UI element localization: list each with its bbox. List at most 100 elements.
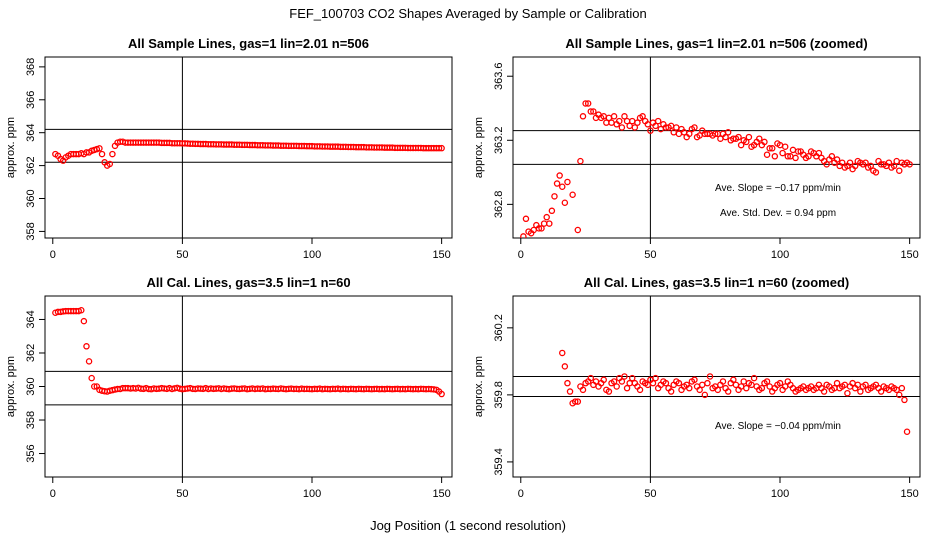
data-point (649, 379, 657, 387)
data-point (844, 389, 851, 397)
data-point (652, 122, 659, 130)
data-point (711, 130, 719, 138)
data-point (610, 378, 618, 385)
x-tick-label: 150 (432, 488, 450, 500)
x-tick-label: 100 (771, 249, 789, 261)
data-points (52, 138, 445, 169)
data-point (621, 373, 628, 380)
data-point (763, 151, 771, 158)
data-point (569, 191, 576, 199)
data-point (766, 145, 773, 152)
data-point (610, 113, 618, 120)
data-point (652, 374, 659, 382)
data-point (623, 384, 631, 392)
data-point (862, 381, 869, 389)
annotation-text: Ave. Slope = −0.04 ppm/min (715, 421, 841, 432)
data-point (616, 117, 623, 125)
data-point (867, 162, 874, 170)
data-point (906, 161, 913, 168)
data-point (587, 374, 595, 382)
x-tick-label: 0 (518, 488, 524, 500)
data-point (106, 160, 114, 168)
data-point (737, 141, 745, 149)
panel-title: All Sample Lines, gas=1 lin=2.01 n=506 (… (565, 36, 867, 51)
data-point (815, 149, 823, 157)
data-point (696, 386, 703, 394)
data-point (776, 379, 784, 387)
plot-frame (512, 295, 921, 478)
chart-panel-1: All Sample Lines, gas=1 lin=2.01 n=506 0 5… (5, 36, 453, 261)
y-tick-label: 363.6 (493, 62, 505, 90)
data-point (621, 113, 628, 120)
data-point (647, 127, 654, 134)
data-point (430, 386, 438, 393)
x-tick-label: 150 (900, 488, 918, 500)
data-point (686, 384, 693, 392)
data-point (561, 363, 569, 370)
y-axis-label: approx. ppm (473, 356, 485, 417)
data-point (724, 129, 732, 136)
data-point (590, 108, 597, 115)
data-point (543, 213, 550, 221)
x-tick-label: 100 (303, 488, 321, 500)
data-point (862, 159, 869, 166)
data-point (857, 388, 864, 395)
y-tick-label: 360 (25, 189, 37, 207)
data-point (706, 373, 714, 380)
data-point (551, 193, 558, 200)
data-point (735, 133, 742, 141)
data-point (631, 124, 639, 131)
data-point (781, 143, 789, 150)
data-point (885, 159, 893, 166)
data-point (667, 388, 675, 395)
data-point (724, 388, 732, 395)
data-point (628, 374, 636, 382)
data-point (85, 358, 93, 365)
annotation-text: Ave. Slope = −0.17 ppm/min (715, 183, 841, 194)
data-point (792, 154, 799, 162)
data-points (520, 100, 913, 238)
data-point (893, 157, 900, 165)
data-point (750, 374, 758, 382)
data-point (766, 383, 773, 390)
data-point (673, 124, 680, 131)
data-point (520, 233, 527, 238)
data-point (571, 398, 579, 405)
data-point (639, 113, 646, 120)
y-tick-label: 368 (25, 58, 37, 76)
x-tick-label: 50 (176, 249, 188, 261)
y-axis-label: approx. ppm (473, 117, 485, 178)
x-tick-label: 0 (50, 249, 56, 261)
data-point (579, 113, 587, 120)
data-point (78, 306, 85, 314)
data-point (574, 226, 582, 234)
data-point (561, 199, 569, 207)
data-point (522, 215, 530, 223)
y-tick-label: 359.8 (493, 381, 505, 409)
data-point (587, 108, 595, 115)
data-point (890, 162, 898, 170)
data-point (743, 138, 750, 146)
plot-frame (512, 56, 921, 239)
data-point (438, 390, 445, 398)
data-point (553, 180, 561, 187)
y-tick-label: 364 (25, 124, 37, 142)
data-point (98, 150, 106, 158)
data-point (833, 379, 841, 387)
data-point (698, 381, 706, 389)
chart-panel-4: All Cal. Lines, gas=3.5 lin=1 n=60 (zoom… (473, 275, 921, 500)
data-point (719, 378, 727, 385)
data-point (758, 384, 766, 392)
x-tick-label: 150 (900, 249, 918, 261)
y-axis-label: approx. ppm (5, 356, 17, 417)
panel-title: All Cal. Lines, gas=3.5 lin=1 n=60 (zoom… (584, 275, 850, 290)
chart-panel-3: All Cal. Lines, gas=3.5 lin=1 n=60 0 50 100… (5, 275, 453, 500)
x-tick-label: 50 (644, 249, 656, 261)
data-point (851, 162, 859, 170)
data-point (634, 119, 641, 126)
data-point (91, 383, 98, 390)
data-point (691, 124, 698, 131)
data-point (559, 183, 566, 190)
y-tick-label: 358 (25, 411, 37, 429)
